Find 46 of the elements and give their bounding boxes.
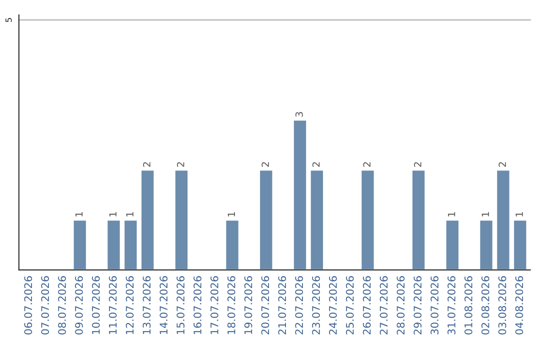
x-tick-label: 31.07.2026 [448,276,456,334]
x-tick-label: 02.08.2026 [481,276,490,334]
data-label: 2 [414,162,422,167]
x-tick-label: 13.07.2026 [142,276,151,334]
data-label: 2 [262,162,269,167]
x-tick-label: 27.07.2026 [380,276,388,334]
data-label: 1 [482,212,489,216]
x-tick-label: 07.07.2026 [41,276,50,334]
x-tick-label: 21.07.2026 [278,276,286,334]
x-tick-label: 24.07.2026 [329,276,337,334]
x-tick-label: 17.07.2026 [210,276,218,334]
x-tick-label: 18.07.2026 [227,276,236,334]
x-tick-label: 15.07.2026 [176,276,184,334]
x-tick-label: 11.07.2026 [108,276,117,334]
x-tick-label: 23.07.2026 [312,276,320,334]
data-label: 2 [176,162,184,167]
x-tick-label: 28.07.2026 [396,276,405,334]
x-tick-label: 12.07.2026 [126,276,134,334]
x-tick-label: 08.07.2026 [58,276,66,334]
x-tick-label: 20.07.2026 [261,276,270,334]
data-label: 1 [75,212,83,216]
x-tick-label: 29.07.2026 [414,276,422,334]
x-tick-label: 10.07.2026 [92,276,100,334]
data-label: 1 [109,212,116,216]
data-label: 2 [312,162,320,167]
data-label: 2 [143,162,150,167]
data-label: 2 [363,162,370,167]
data-label: 3 [295,112,303,117]
x-tick-label: 22.07.2026 [295,276,304,334]
x-tick-label: 26.07.2026 [362,276,371,334]
x-tick-label: 30.07.2026 [430,276,438,334]
data-label: 1 [126,212,134,216]
data-label: 1 [516,212,523,216]
x-tick-label: 25.07.2026 [346,276,354,334]
x-tick-label: 19.07.2026 [244,276,252,334]
data-label: 2 [498,162,506,167]
data-label: 1 [448,212,456,216]
x-tick-label: 09.07.2026 [75,276,83,334]
x-tick-label: 01.08.2026 [464,276,472,334]
x-tick-label: 03.08.2026 [498,276,506,334]
y-tick-label: 5 [6,18,12,22]
data-label: 1 [228,212,235,216]
x-tick-label: 04.08.2026 [515,276,524,334]
x-tick-label: 06.07.2026 [24,276,32,334]
x-tick-label: 16.07.2026 [194,276,202,334]
x-tick-label: 14.07.2026 [160,276,168,334]
